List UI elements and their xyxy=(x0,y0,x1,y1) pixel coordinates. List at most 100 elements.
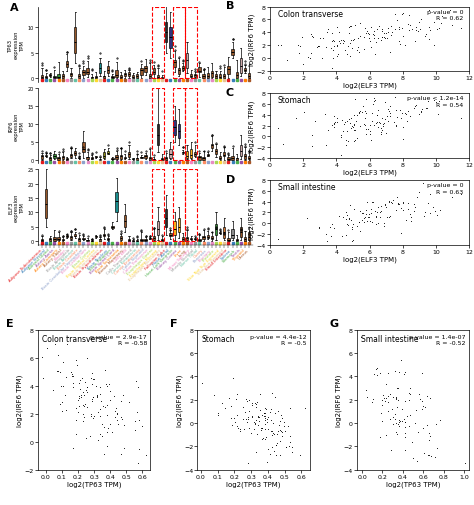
Point xyxy=(360,34,367,42)
PathPatch shape xyxy=(178,219,180,233)
Point xyxy=(366,122,374,130)
Point xyxy=(89,414,97,422)
Point xyxy=(96,384,103,392)
Point xyxy=(261,416,269,424)
Point xyxy=(385,29,392,37)
Point xyxy=(268,431,276,439)
PathPatch shape xyxy=(57,75,60,79)
PathPatch shape xyxy=(107,152,109,154)
Point xyxy=(82,386,90,394)
Point xyxy=(353,112,361,120)
Point xyxy=(96,405,103,413)
PathPatch shape xyxy=(128,239,130,241)
Point xyxy=(392,107,400,115)
Point xyxy=(363,130,370,138)
Point xyxy=(384,407,392,415)
Point xyxy=(86,432,93,440)
Point xyxy=(425,8,432,16)
Point xyxy=(255,422,262,430)
Point xyxy=(89,393,96,401)
Point xyxy=(351,22,359,30)
Point xyxy=(347,217,355,225)
Text: p-value < 1.2e-14
R = 0.54: p-value < 1.2e-14 R = 0.54 xyxy=(407,96,463,108)
Point xyxy=(365,125,372,133)
Point xyxy=(330,38,337,46)
Text: p-value = 0
R = 0.62: p-value = 0 R = 0.62 xyxy=(427,10,463,21)
PathPatch shape xyxy=(182,152,184,154)
Point xyxy=(333,119,340,127)
Point xyxy=(360,121,367,129)
Point xyxy=(401,368,409,376)
Point xyxy=(355,49,363,58)
PathPatch shape xyxy=(116,71,118,78)
Point xyxy=(252,419,259,427)
Point xyxy=(298,33,306,41)
Point xyxy=(457,190,465,198)
Point xyxy=(243,397,251,405)
Point xyxy=(372,119,379,127)
Point xyxy=(421,209,428,217)
Point xyxy=(381,35,389,43)
Point xyxy=(106,420,114,428)
PathPatch shape xyxy=(136,158,138,160)
Point xyxy=(349,36,356,44)
Point xyxy=(424,98,431,106)
Point xyxy=(50,386,57,394)
PathPatch shape xyxy=(132,159,134,160)
PathPatch shape xyxy=(128,73,130,76)
Point xyxy=(133,408,140,416)
Point xyxy=(373,209,381,217)
Point xyxy=(398,357,405,365)
Point xyxy=(420,213,428,221)
Point xyxy=(323,29,330,37)
Text: E: E xyxy=(7,319,14,329)
Point xyxy=(254,414,262,422)
Point xyxy=(72,404,80,412)
PathPatch shape xyxy=(49,158,52,160)
Bar xyxy=(152,170,164,241)
Point xyxy=(361,108,368,116)
Point xyxy=(398,110,405,118)
Y-axis label: ELF3
expression
TPM: ELF3 expression TPM xyxy=(8,193,25,222)
Point xyxy=(365,35,373,43)
Point xyxy=(327,233,335,241)
PathPatch shape xyxy=(207,74,209,79)
Text: Stomach: Stomach xyxy=(202,334,236,343)
PathPatch shape xyxy=(95,76,97,79)
Point xyxy=(358,217,365,225)
Point xyxy=(252,416,259,424)
Point xyxy=(393,403,401,412)
Point xyxy=(403,413,410,421)
PathPatch shape xyxy=(57,158,60,160)
Point xyxy=(345,24,353,32)
Point xyxy=(369,395,376,403)
Point xyxy=(388,405,396,413)
Point xyxy=(367,136,374,144)
Point xyxy=(344,222,352,230)
Point xyxy=(392,395,400,403)
PathPatch shape xyxy=(228,158,229,160)
Point xyxy=(368,110,376,118)
Point xyxy=(432,420,439,428)
Point xyxy=(271,393,279,401)
Point xyxy=(402,217,410,225)
Point xyxy=(93,391,100,399)
Point xyxy=(363,30,370,38)
Point xyxy=(345,43,352,51)
Point xyxy=(391,415,399,423)
Point xyxy=(80,417,87,425)
Point xyxy=(309,132,316,140)
PathPatch shape xyxy=(219,157,221,160)
Point xyxy=(88,395,96,403)
PathPatch shape xyxy=(111,226,114,228)
Point xyxy=(233,422,241,430)
PathPatch shape xyxy=(173,222,176,236)
PathPatch shape xyxy=(54,76,55,79)
Point xyxy=(79,410,86,418)
Point xyxy=(248,412,255,420)
Point xyxy=(412,407,419,415)
Point xyxy=(369,101,377,109)
Point xyxy=(275,421,283,429)
Point xyxy=(401,41,409,49)
Point xyxy=(308,31,315,39)
